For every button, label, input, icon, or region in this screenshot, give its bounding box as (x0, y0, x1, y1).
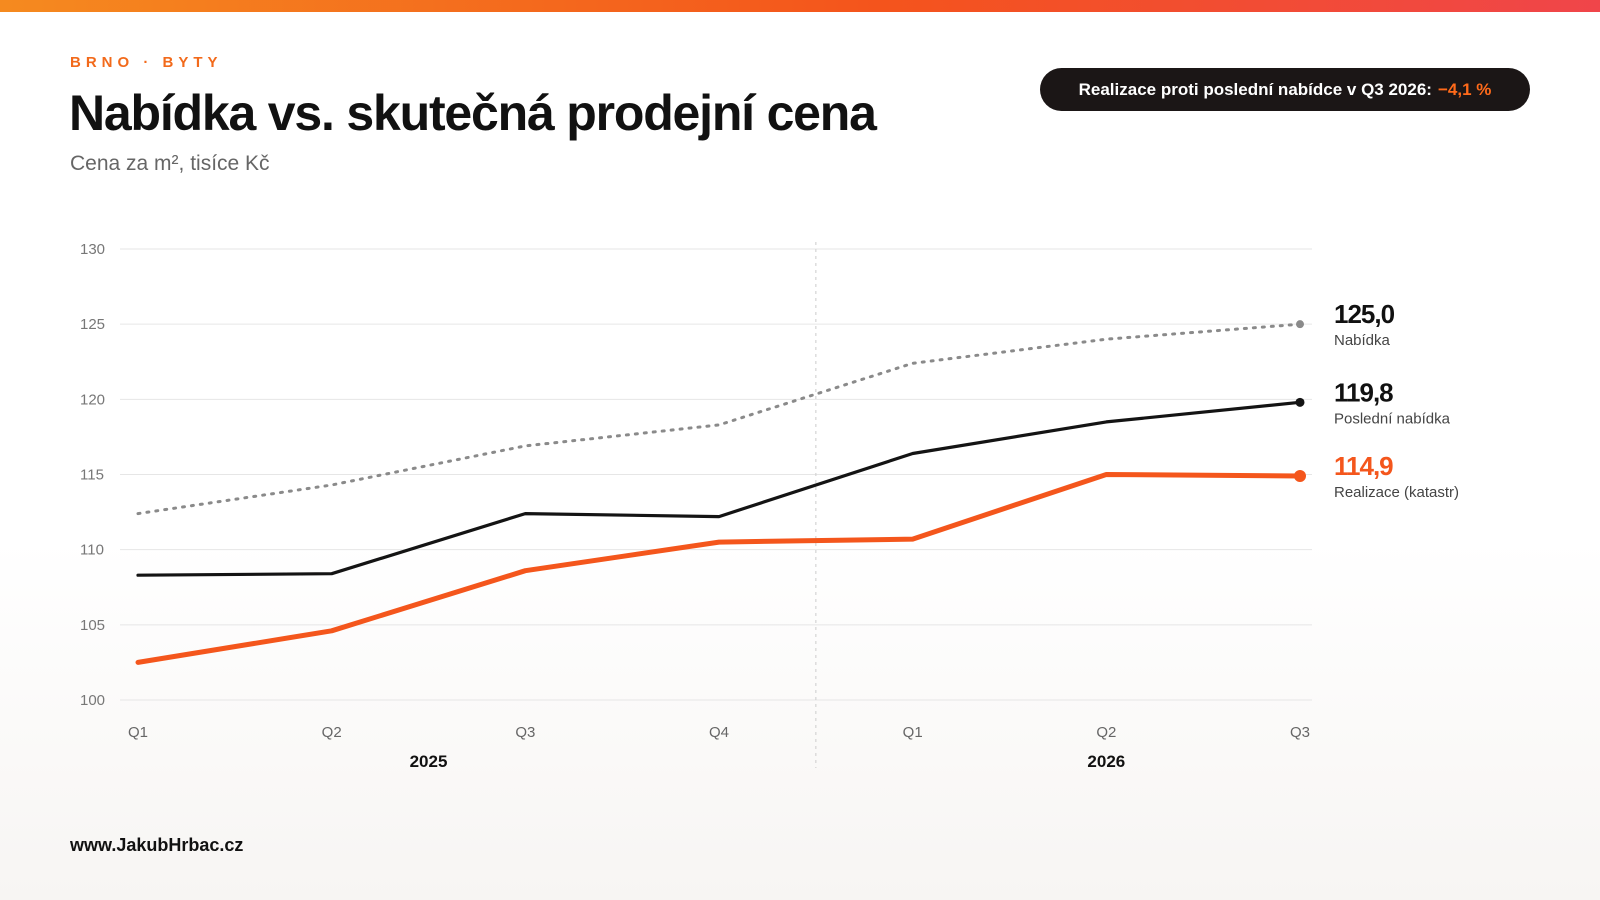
series-line-nabidka (136, 322, 1302, 516)
series-end-value-realizace: 114,9 (1334, 451, 1393, 481)
series-end-name-realizace: Realizace (katastr) (1334, 484, 1459, 501)
series-line-posledni (136, 400, 1302, 577)
y-tick-label: 125 (80, 316, 105, 333)
eyebrow-label: BRNO · BYTY (70, 54, 223, 71)
series-end-value-nabidka: 125,0 (1334, 299, 1395, 329)
summary-pill: Realizace proti poslední nabídce v Q3 20… (1040, 68, 1530, 111)
top-gradient-bar (0, 0, 1600, 12)
summary-pill-value: −4,1 % (1437, 79, 1492, 99)
x-tick-label: Q3 (515, 724, 535, 741)
x-tick-label: Q4 (709, 724, 729, 741)
y-tick-label: 105 (80, 617, 105, 634)
page-subtitle: Cena za m², tisíce Kč (70, 152, 270, 175)
series-end-value-posledni: 119,8 (1334, 377, 1393, 407)
x-tick-label: Q3 (1290, 724, 1310, 741)
x-tick-label: Q1 (128, 724, 148, 741)
series-end-point-posledni (1295, 397, 1305, 407)
x-tick-label: Q1 (903, 724, 923, 741)
x-tick-label: Q2 (322, 724, 342, 741)
summary-pill-text: Realizace proti poslední nabídce v Q3 20… (1078, 79, 1432, 99)
series-end-name-nabidka: Nabídka (1334, 332, 1391, 349)
y-tick-label: 115 (80, 467, 104, 484)
year-group-label: 2025 (410, 752, 448, 771)
y-tick-label: 130 (80, 241, 105, 258)
year-group-label: 2026 (1087, 752, 1125, 771)
series-end-name-posledni: Poslední nabídka (1334, 410, 1451, 427)
series-end-point-nabidka (1296, 320, 1304, 329)
series-end-point-realizace (1294, 470, 1306, 483)
y-tick-label: 120 (80, 391, 105, 408)
x-tick-label: Q2 (1096, 724, 1116, 741)
footer-url: www.JakubHrbac.cz (70, 835, 244, 855)
y-tick-label: 110 (80, 542, 104, 559)
page-title: Nabídka vs. skutečná prodejní cena (69, 85, 877, 141)
series-line-realizace (135, 472, 1303, 665)
y-tick-label: 100 (80, 692, 105, 709)
